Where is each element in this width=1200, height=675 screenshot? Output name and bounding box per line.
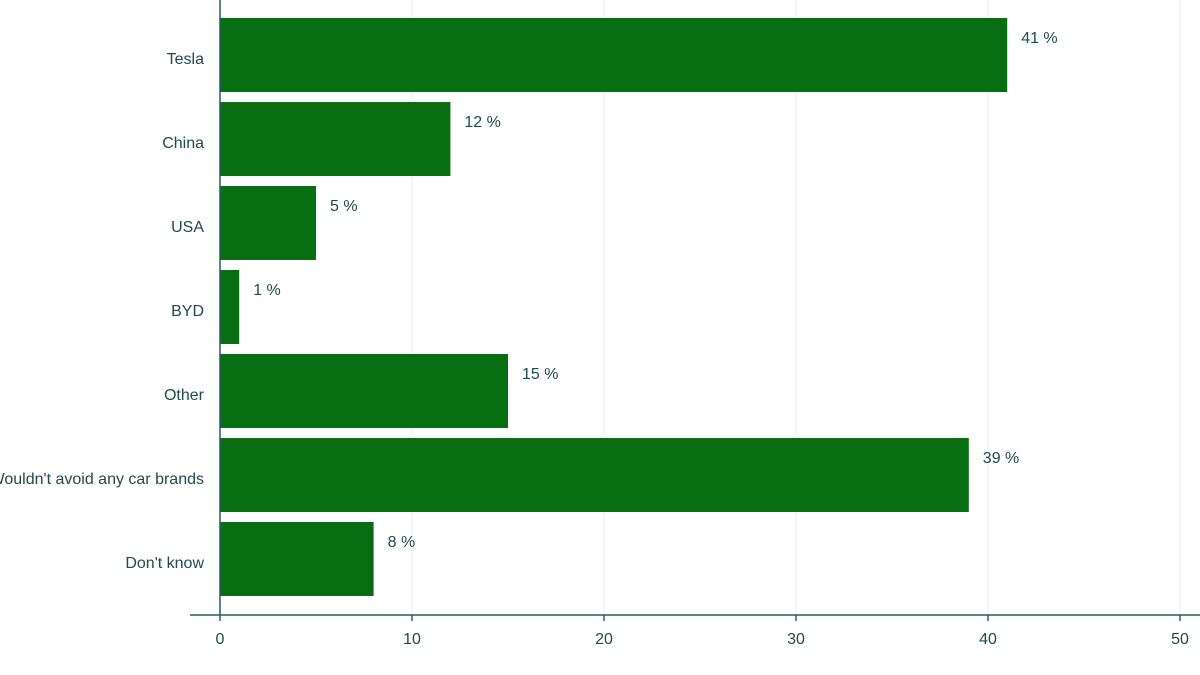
bar <box>220 354 508 428</box>
x-tick-label: 30 <box>787 631 805 648</box>
x-tick-label: 40 <box>979 631 997 648</box>
bar <box>220 438 969 512</box>
value-label: 5 % <box>330 198 358 215</box>
bar <box>220 186 316 260</box>
value-label: 39 % <box>983 450 1019 467</box>
x-tick-label: 50 <box>1171 631 1189 648</box>
bar <box>220 270 240 344</box>
x-tick-label: 0 <box>216 631 225 648</box>
y-tick-label: China <box>162 135 204 152</box>
y-tick-label: Tesla <box>167 51 204 68</box>
y-tick-label: BYD <box>171 303 204 320</box>
value-label: 12 % <box>464 114 500 131</box>
value-label: 15 % <box>522 366 558 383</box>
bar <box>220 522 374 596</box>
value-label: 1 % <box>253 282 281 299</box>
y-tick-label: USA <box>171 219 204 236</box>
x-tick-label: 10 <box>403 631 421 648</box>
y-tick-label: Don't know <box>125 555 204 572</box>
value-label: 8 % <box>388 534 416 551</box>
bar <box>220 18 1008 92</box>
y-tick-label: Other <box>164 387 205 404</box>
x-tick-label: 20 <box>595 631 613 648</box>
y-tick-label: Wouldn't avoid any car brands <box>0 471 204 488</box>
bar <box>220 102 451 176</box>
value-label: 41 % <box>1021 30 1057 47</box>
